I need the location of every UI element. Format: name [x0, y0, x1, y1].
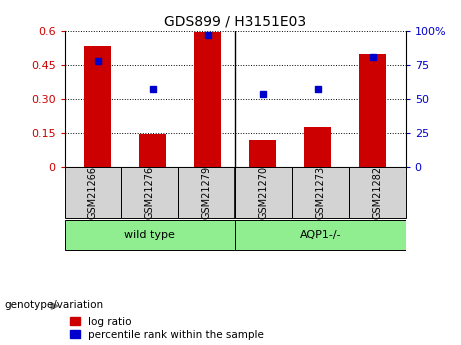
Bar — [235, 167, 292, 218]
Bar — [304, 127, 331, 167]
Bar — [292, 167, 349, 218]
Text: genotype/variation: genotype/variation — [5, 300, 104, 310]
Text: GSM21276: GSM21276 — [145, 166, 155, 219]
Title: GDS899 / H3151E03: GDS899 / H3151E03 — [164, 14, 306, 29]
Bar — [249, 140, 277, 167]
Bar — [121, 167, 178, 218]
Bar — [139, 134, 166, 167]
Legend: log ratio, percentile rank within the sample: log ratio, percentile rank within the sa… — [70, 317, 264, 340]
Text: GSM21279: GSM21279 — [201, 166, 212, 219]
Bar — [178, 167, 235, 218]
Bar — [65, 219, 235, 250]
Text: GSM21270: GSM21270 — [259, 166, 269, 219]
Bar — [235, 219, 406, 250]
Bar — [65, 167, 121, 218]
Bar — [194, 32, 221, 167]
Bar — [84, 46, 111, 167]
Text: GSM21273: GSM21273 — [315, 166, 325, 219]
Text: GSM21266: GSM21266 — [88, 166, 98, 219]
Text: wild type: wild type — [124, 230, 175, 240]
Bar — [359, 54, 386, 167]
Text: GSM21282: GSM21282 — [372, 166, 382, 219]
Bar — [349, 167, 406, 218]
Text: AQP1-/-: AQP1-/- — [300, 230, 341, 240]
